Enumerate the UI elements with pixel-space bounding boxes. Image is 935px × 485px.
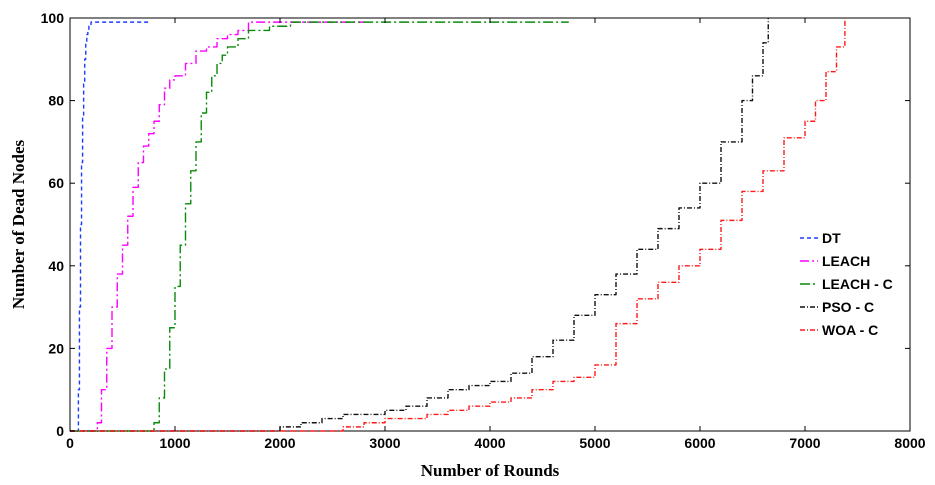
legend-label: PSO - C bbox=[822, 299, 874, 315]
legend-label: LEACH bbox=[822, 253, 870, 269]
x-tick-label: 1000 bbox=[159, 435, 190, 451]
x-tick-label: 2000 bbox=[264, 435, 295, 451]
series-lines bbox=[70, 18, 846, 432]
y-tick-label: 80 bbox=[48, 93, 64, 109]
y-tick-label: 40 bbox=[48, 258, 64, 274]
x-axis-title: Number of Rounds bbox=[421, 461, 560, 480]
x-tick-label: 3000 bbox=[369, 435, 400, 451]
x-tick-label: 5000 bbox=[579, 435, 610, 451]
legend: DT LEACH LEACH - C PSO - C WOA - C bbox=[800, 230, 893, 338]
y-tick-label: 60 bbox=[48, 175, 64, 191]
series-line-2 bbox=[70, 21, 364, 432]
x-tick-label: 4000 bbox=[474, 435, 505, 451]
series-line-4 bbox=[70, 18, 769, 432]
series-line-3 bbox=[70, 21, 569, 432]
y-tick-label: 0 bbox=[56, 423, 64, 439]
axis-ticks: 0 1000 2000 3000 4000 5000 6000 7000 8000 0 20 40 60… bbox=[41, 10, 926, 451]
legend-label: WOA - C bbox=[822, 322, 878, 338]
series-line-5 bbox=[70, 18, 846, 432]
y-tick-label: 100 bbox=[41, 10, 65, 26]
series-line-1 bbox=[70, 21, 149, 432]
y-axis-title: Number of Dead Nodes bbox=[9, 140, 28, 310]
y-tick-label: 20 bbox=[48, 340, 64, 356]
x-tick-label: 0 bbox=[66, 435, 74, 451]
x-tick-label: 7000 bbox=[789, 435, 820, 451]
x-tick-label: 8000 bbox=[894, 435, 925, 451]
legend-label: LEACH - C bbox=[822, 276, 893, 292]
plot-frame bbox=[69, 17, 911, 432]
plot-area bbox=[69, 17, 911, 432]
legend-label: DT bbox=[822, 230, 841, 246]
x-tick-label: 6000 bbox=[684, 435, 715, 451]
